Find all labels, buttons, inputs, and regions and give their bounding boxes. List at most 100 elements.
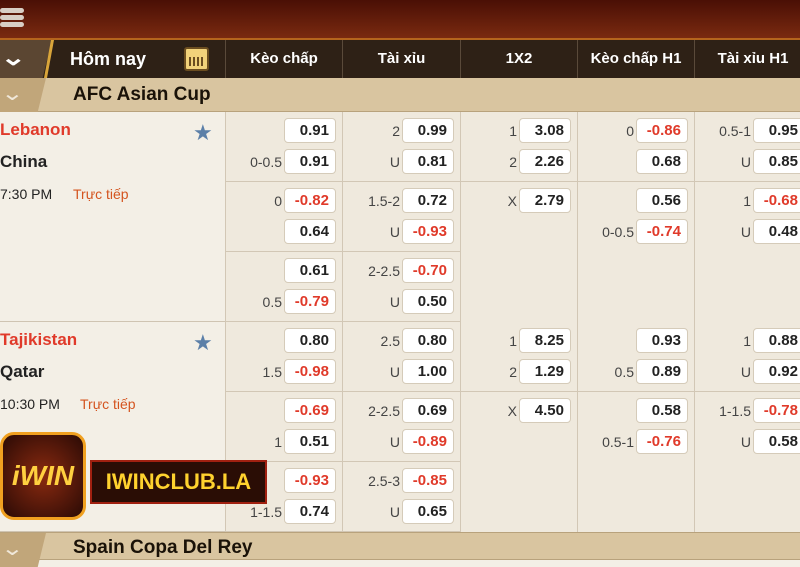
odds-value-button[interactable]: 0.74: [284, 499, 336, 524]
odds-group: 2 0.99 U 0.81: [343, 112, 460, 182]
odds-line-label: U: [740, 154, 751, 170]
league-collapse-button[interactable]: ⌄: [0, 533, 46, 567]
odds-line-label: X: [507, 193, 517, 209]
odds-value-button[interactable]: -0.76: [636, 429, 688, 454]
away-team[interactable]: Qatar: [0, 362, 45, 381]
odds-value-button[interactable]: 0.80: [402, 328, 454, 353]
favorite-star-icon[interactable]: ★: [193, 330, 213, 355]
odds-line-label: 0: [626, 123, 634, 139]
live-status-link[interactable]: Trực tiếp: [73, 186, 129, 202]
odds-value-button[interactable]: 0.64: [284, 219, 336, 244]
odds-value-button[interactable]: -0.98: [284, 359, 336, 384]
odds-group: [461, 252, 577, 322]
odds-value-button[interactable]: 0.51: [284, 429, 336, 454]
odds-value-button[interactable]: 0.91: [284, 149, 336, 174]
odds-value-button[interactable]: 0.93: [636, 328, 688, 353]
odds-value-button[interactable]: 0.92: [753, 359, 800, 384]
odds-value-button[interactable]: 0.56: [636, 188, 688, 213]
favorite-star-icon[interactable]: ★: [193, 120, 213, 145]
odds-group: 1 8.25 2 1.29: [461, 322, 577, 392]
odds-value-button[interactable]: 0.61: [284, 258, 336, 283]
calendar-icon[interactable]: [184, 47, 209, 71]
odds-line-label: 2: [509, 154, 517, 170]
odds-value-button[interactable]: 1.29: [519, 359, 571, 384]
league-collapse-button[interactable]: ⌄: [0, 78, 46, 112]
odds-value-button[interactable]: -0.85: [402, 468, 454, 493]
odds-value-button[interactable]: -0.79: [284, 289, 336, 314]
odds-value-button[interactable]: 0.91: [284, 118, 336, 143]
odds-line: 2 1.29: [461, 359, 577, 385]
odds-column: 0.5-1 0.95 U 0.85 1 -0.68 U 0.48: [694, 112, 800, 322]
odds-value-button[interactable]: 8.25: [519, 328, 571, 353]
odds-value-button[interactable]: -0.78: [753, 398, 800, 423]
odds-line: 0.5-1 -0.76: [578, 429, 694, 455]
odds-group: 0.93 0.5 0.89: [578, 322, 694, 392]
odds-line-label: 1.5-2: [368, 193, 400, 209]
odds-value-button[interactable]: 3.08: [519, 118, 571, 143]
odds-line: 1 0.51: [226, 429, 342, 455]
home-team[interactable]: Lebanon: [0, 120, 71, 139]
odds-value-button[interactable]: 0.72: [402, 188, 454, 213]
odds-group: [695, 252, 800, 322]
odds-line: U 0.48: [695, 219, 800, 245]
chevron-down-icon: ⌄: [0, 83, 25, 105]
odds-value-button[interactable]: 0.80: [284, 328, 336, 353]
odds-line-label: 1-1.5: [719, 403, 751, 419]
odds-value-button[interactable]: 2.26: [519, 149, 571, 174]
odds-line-label: 0-0.5: [602, 224, 634, 240]
odds-group: 1 3.08 2 2.26: [461, 112, 577, 182]
league-header[interactable]: ⌄ AFC Asian Cup: [0, 78, 800, 112]
column-header-over-under-h1: Tài xỉu H1: [694, 40, 800, 78]
odds-value-button[interactable]: -0.68: [753, 188, 800, 213]
odds-value-button[interactable]: 0.58: [636, 398, 688, 423]
odds-value-button[interactable]: -0.93: [402, 219, 454, 244]
odds-group: [578, 462, 694, 532]
odds-value-button[interactable]: 0.69: [402, 398, 454, 423]
top-bar: [0, 0, 800, 40]
odds-group: [461, 462, 577, 532]
odds-line-label: U: [389, 224, 400, 240]
chevron-down-icon: ⌄: [0, 45, 27, 70]
odds-value-button[interactable]: 0.48: [753, 219, 800, 244]
collapse-all-button[interactable]: ⌄: [0, 40, 52, 78]
column-header-1x2: 1X2: [460, 40, 577, 78]
odds-value-button[interactable]: 4.50: [519, 398, 571, 423]
odds-value-button[interactable]: -0.93: [284, 468, 336, 493]
odds-column: 0.80 1.5 -0.98 -0.69 1 0.51 -0.93 1-1.5 0.74: [225, 322, 342, 532]
home-team[interactable]: Tajikistan: [0, 330, 78, 349]
odds-value-button[interactable]: 0.50: [402, 289, 454, 314]
odds-value-button[interactable]: 0.81: [402, 149, 454, 174]
odds-value-button[interactable]: -0.89: [402, 429, 454, 454]
odds-value-button[interactable]: -0.86: [636, 118, 688, 143]
odds-group: 2-2.5 -0.70 U 0.50: [343, 252, 460, 322]
odds-value-button[interactable]: 0.89: [636, 359, 688, 384]
odds-line: 2 2.26: [461, 149, 577, 175]
odds-line: 2-2.5 -0.70: [343, 258, 460, 284]
odds-value-button[interactable]: -0.69: [284, 398, 336, 423]
odds-line-label: 1.5: [262, 364, 282, 380]
odds-group: -0.93 1-1.5 0.74: [226, 462, 342, 532]
date-filter-label[interactable]: Hôm nay: [70, 49, 147, 69]
odds-value-button[interactable]: 0.58: [753, 429, 800, 454]
odds-value-button[interactable]: 0.68: [636, 149, 688, 174]
odds-line: 1.5-2 0.72: [343, 188, 460, 214]
odds-value-button[interactable]: -0.74: [636, 219, 688, 244]
odds-value-button[interactable]: 0.99: [402, 118, 454, 143]
live-status-link[interactable]: Trực tiếp: [80, 396, 136, 412]
odds-line-label: U: [740, 364, 751, 380]
odds-line: 0.5 -0.79: [226, 289, 342, 315]
odds-value-button[interactable]: 0.85: [753, 149, 800, 174]
odds-value-button[interactable]: 2.79: [519, 188, 571, 213]
odds-value-button[interactable]: 1.00: [402, 359, 454, 384]
league-header[interactable]: ⌄ Spain Copa Del Rey: [0, 532, 800, 567]
odds-line: -0.69: [226, 398, 342, 424]
odds-value-button[interactable]: 0.95: [753, 118, 800, 143]
odds-value-button[interactable]: 0.88: [753, 328, 800, 353]
odds-line: 1-1.5 0.74: [226, 499, 342, 525]
odds-value-button[interactable]: 0.65: [402, 499, 454, 524]
hamburger-icon[interactable]: [0, 6, 24, 30]
odds-value-button[interactable]: -0.82: [284, 188, 336, 213]
odds-value-button[interactable]: -0.70: [402, 258, 454, 283]
odds-group: 0 -0.86 0.68: [578, 112, 694, 182]
away-team[interactable]: China: [0, 152, 48, 171]
